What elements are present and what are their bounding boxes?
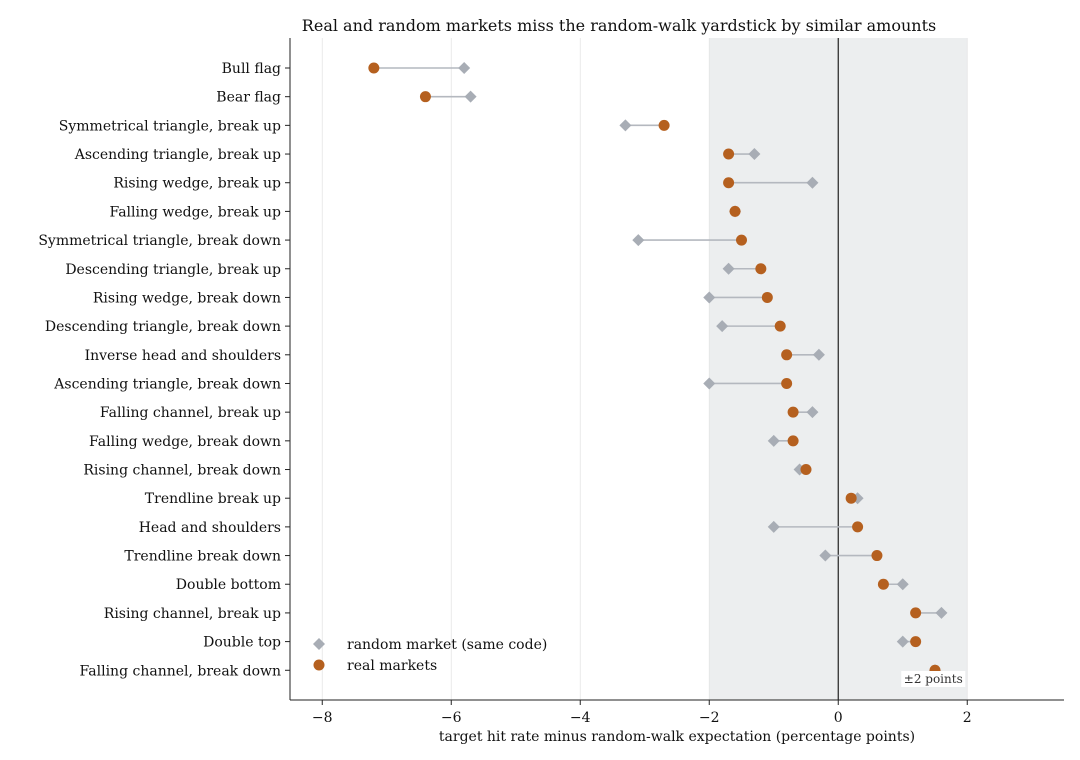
random-market-point [703, 377, 716, 390]
random-market-point [767, 434, 780, 447]
x-ticks: −8 −6 −4 −2 0 2 [312, 700, 972, 726]
real-market-point [781, 349, 793, 361]
random-market-point [632, 234, 645, 247]
random-market-point [767, 520, 780, 533]
real-market-point [871, 550, 883, 562]
random-market-point [703, 291, 716, 304]
legend: random market (same code) real markets [313, 637, 547, 674]
real-market-point [787, 406, 799, 418]
x-axis-label: target hit rate minus random-walk expect… [439, 729, 915, 745]
x-tick-label: −6 [441, 710, 462, 726]
real-market-point [368, 62, 380, 74]
random-market-point [896, 578, 909, 591]
random-market-point [806, 406, 819, 419]
category-label: Ascending triangle, break down [53, 376, 281, 392]
real-market-point [723, 177, 735, 189]
axes [289, 38, 1064, 701]
legend-item-real: real markets [313, 658, 437, 674]
grid-lines [321, 38, 968, 700]
category-label: Rising channel, break up [104, 606, 281, 622]
real-market-point [845, 492, 857, 504]
category-label: Rising wedge, break up [113, 176, 281, 192]
real-market-point [787, 435, 799, 447]
random-market-point [819, 549, 832, 562]
category-label: Falling wedge, break down [89, 434, 281, 450]
legend-item-random: random market (same code) [313, 637, 547, 653]
x-tick-label: 2 [963, 710, 972, 726]
legend-label-real: real markets [347, 658, 437, 674]
legend-circle-marker [313, 659, 325, 671]
legend-diamond-marker [313, 638, 325, 650]
category-label: Descending triangle, break down [45, 319, 281, 335]
category-label: Double top [203, 635, 281, 651]
random-market-point [716, 320, 729, 333]
category-label: Falling channel, break up [100, 405, 281, 421]
x-tick-label: −4 [570, 710, 591, 726]
real-market-point [723, 148, 735, 160]
real-market-point [419, 91, 431, 103]
category-label: Symmetrical triangle, break down [38, 233, 281, 249]
data-markers [368, 62, 948, 677]
real-market-point [910, 607, 922, 619]
band-label-background [901, 671, 966, 687]
category-label: Bull flag [222, 61, 281, 77]
real-market-point [800, 464, 812, 476]
real-market-point [910, 636, 922, 648]
random-market-point [806, 176, 819, 189]
random-market-point [464, 90, 477, 103]
random-market-point [896, 635, 909, 648]
category-label: Trendline break down [124, 549, 281, 565]
category-label: Head and shoulders [139, 520, 281, 536]
real-market-point [755, 263, 767, 275]
category-label: Symmetrical triangle, break up [59, 118, 281, 134]
random-market-point [619, 119, 632, 132]
category-label: Ascending triangle, break up [74, 147, 281, 163]
category-label: Rising wedge, break down [93, 290, 281, 306]
category-label: Falling wedge, break up [109, 204, 281, 220]
random-market-point [722, 262, 735, 275]
x-tick-label: 0 [834, 710, 843, 726]
real-market-point [658, 119, 670, 131]
real-market-point [736, 234, 747, 246]
real-market-point [781, 377, 793, 389]
category-label: Rising channel, break down [83, 463, 281, 479]
real-market-point [729, 205, 741, 217]
real-market-point [877, 578, 889, 590]
random-market-point [458, 62, 471, 74]
random-market-point [935, 606, 948, 619]
category-label: Trendline break up [145, 491, 281, 507]
chart-title: Real and random markets miss the random-… [302, 16, 936, 35]
category-label: Bear flag [216, 90, 281, 106]
band-label: ±2 points [904, 672, 963, 686]
category-label: Falling channel, break down [80, 663, 281, 679]
real-market-point [852, 521, 864, 533]
random-market-point [748, 148, 761, 161]
legend-label-random: random market (same code) [347, 637, 547, 653]
random-market-point [812, 348, 825, 361]
category-label: Double bottom [176, 577, 281, 593]
x-tick-label: −8 [312, 710, 333, 726]
real-market-point [774, 320, 786, 332]
x-tick-label: −2 [699, 710, 720, 726]
category-label: Descending triangle, break up [65, 262, 281, 278]
category-label: Inverse head and shoulders [85, 348, 281, 364]
category-labels: Bull flag Bear flag Symmetrical triangle, … [38, 61, 290, 679]
real-market-point [761, 291, 773, 303]
